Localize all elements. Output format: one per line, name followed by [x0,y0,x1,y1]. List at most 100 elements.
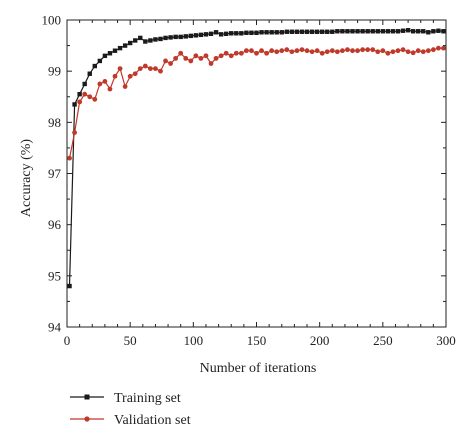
training-set-point [193,33,199,38]
validation-set-point [173,55,179,61]
training-set-point [112,48,118,53]
training-set-point [223,31,229,37]
training-set-point [72,102,77,107]
training-set-point [218,32,224,37]
training-set-point [340,29,345,34]
validation-set-point [208,61,214,66]
validation-set-point [334,49,340,55]
training-set-point [385,29,391,34]
validation-set-point [233,50,239,56]
training-set-point [390,29,396,34]
y-tick-label: 95 [48,268,61,283]
training-set-point [239,31,244,36]
validation-set-line [68,47,444,159]
training-set-point [183,34,188,39]
training-set-point [299,29,305,34]
validation-set-point [142,63,148,69]
legend: Training set Validation set [70,391,191,428]
training-set-point [416,29,421,34]
axes: 0 50 100 150 200 250 300 94 95 96 97 98 99 100 [42,13,456,349]
validation-set-point [375,49,381,55]
validation-set-point [355,48,360,54]
training-set-point [380,29,386,34]
validation-set-point [147,66,153,72]
x-tick-label: 300 [436,333,456,348]
training-set-point [264,30,269,35]
validation-set-point [345,47,350,53]
training-set-point [259,30,264,35]
validation-set-point [350,48,355,54]
training-set-point [365,29,370,34]
training-set-point [284,29,290,34]
y-tick-label: 96 [48,217,62,232]
training-set-point [153,37,158,42]
validation-set-point [259,48,264,54]
validation-set-point [67,155,72,161]
y-tick-label: 94 [48,320,62,335]
x-tick-label: 250 [373,333,393,348]
validation-set-point [365,47,371,53]
training-set-point [360,29,365,34]
training-set-point [244,30,249,35]
training-set-point [395,29,401,34]
validation-set-point [117,66,123,72]
validation-set-point [188,58,194,64]
validation-set-point [324,49,330,55]
training-set-point [431,29,436,34]
training-set-point [304,29,310,34]
training-set-point [203,32,209,37]
validation-set-point [158,68,163,74]
training-set-point [148,38,153,43]
plot-area [67,28,446,289]
validation-set-point [400,47,406,53]
training-set-point [441,29,446,34]
training-set-point [67,283,72,289]
training-set-point [117,45,123,51]
validation-set-point [284,47,290,53]
validation-set-point [193,53,199,59]
training-set-point [274,30,279,35]
validation-set-point [385,50,391,56]
training-set-point [400,28,406,33]
validation-set-point [122,84,128,89]
training-set-point [314,29,320,34]
validation-set-point [102,79,108,84]
validation-set-point [213,55,219,61]
training-set-point [350,29,355,34]
training-set-point [198,32,204,38]
training-set-point [127,40,133,46]
validation-set-point [178,50,184,56]
training-set-point [410,29,416,34]
validation-set-point [269,48,275,54]
training-set-line [68,29,444,287]
training-set-point [102,53,108,59]
training-set-point [158,36,163,42]
validation-set-point [77,99,83,105]
validation-set-point [153,66,158,72]
training-set-point [405,28,411,33]
validation-set-point [360,47,366,53]
validation-set-point [218,53,224,59]
training-set-point [77,91,82,97]
training-set-point [229,31,234,36]
legend-marker-validation-set [84,416,90,422]
training-set-point [122,43,128,48]
x-tick-label: 0 [64,333,71,348]
y-axis-title: Accuracy (%) [19,139,34,217]
training-set-point [269,30,274,35]
validation-set-point [425,48,431,54]
training-set-point [309,29,315,34]
training-set-point [133,38,138,43]
training-set-point [436,28,441,33]
training-set-point [92,63,97,69]
validation-set-point [405,49,411,55]
training-set-point [319,29,325,34]
validation-set-point [132,71,138,77]
training-set-point [426,30,431,35]
y-tick-label: 98 [48,115,61,130]
validation-set-point [279,48,285,54]
validation-set-point [223,50,229,56]
validation-set-point [304,48,310,54]
validation-set-point [87,94,93,100]
validation-set-point [380,48,386,54]
